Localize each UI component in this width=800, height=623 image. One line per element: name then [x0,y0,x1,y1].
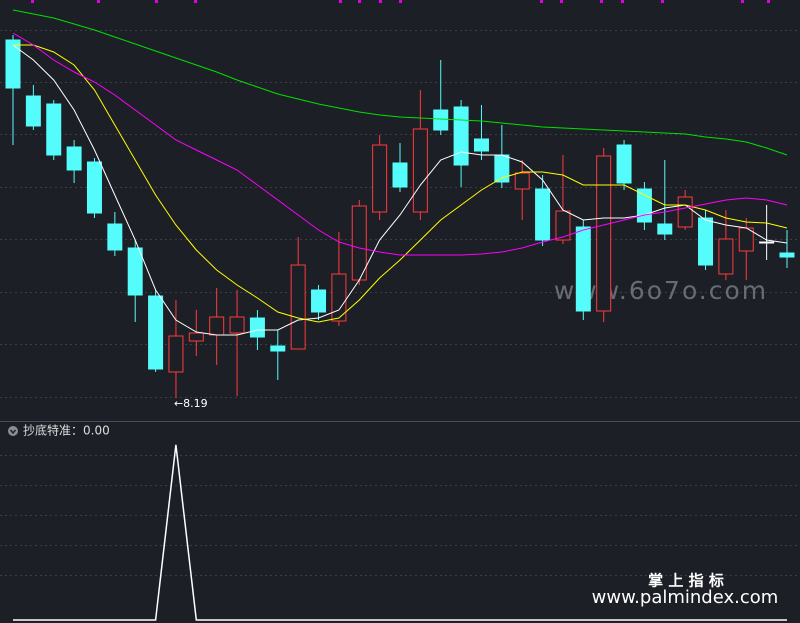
candle-body [372,144,388,213]
candle-body [759,241,775,244]
candle-body [779,252,795,258]
candle-body [66,146,82,171]
signal-dots [31,0,770,3]
moving-average-line [12,9,788,156]
candle-body [311,289,327,313]
candle-body [596,155,612,312]
candle-body [46,103,62,156]
moving-average-line [12,32,788,256]
candle-body [657,223,673,235]
low-annotation: ←8.19 [174,397,208,410]
candle-body [453,106,469,166]
candle-body [575,226,591,312]
indicator-line [13,444,787,621]
candle-body [229,316,245,334]
candle-body [249,317,265,338]
candle-body [535,188,551,241]
candle-body [433,109,449,131]
candle-body [473,138,489,152]
candle-body [168,335,184,373]
candle-body [514,172,530,190]
indicator-icon[interactable] [8,426,18,436]
watermark: 掌 上 指 标 [648,572,724,590]
candle-body [616,144,632,184]
moving-average-line [12,44,788,336]
candle-body [412,128,428,213]
indicator-label: 抄底特准：0.00 [23,423,110,438]
candle-body [188,332,204,342]
candle-body [290,264,306,350]
candle-body [127,247,143,296]
candle-body [5,39,21,89]
candle-body [270,345,286,352]
candle-body [331,273,347,322]
candle-body [209,316,225,336]
candle-body [148,295,164,370]
candle-body [698,217,714,266]
candle-body [636,188,652,223]
moving-average-line [13,44,788,323]
candle-body [392,162,408,188]
candle-body [86,161,102,214]
candle-body [25,95,41,127]
candle-body [107,223,123,251]
watermark: www.palmindex.com [592,587,779,608]
candle-body [555,210,571,241]
indicator-icon-arrow [9,429,17,435]
candle-body [718,238,734,275]
candle-body [351,205,367,281]
candle-body [677,196,693,228]
